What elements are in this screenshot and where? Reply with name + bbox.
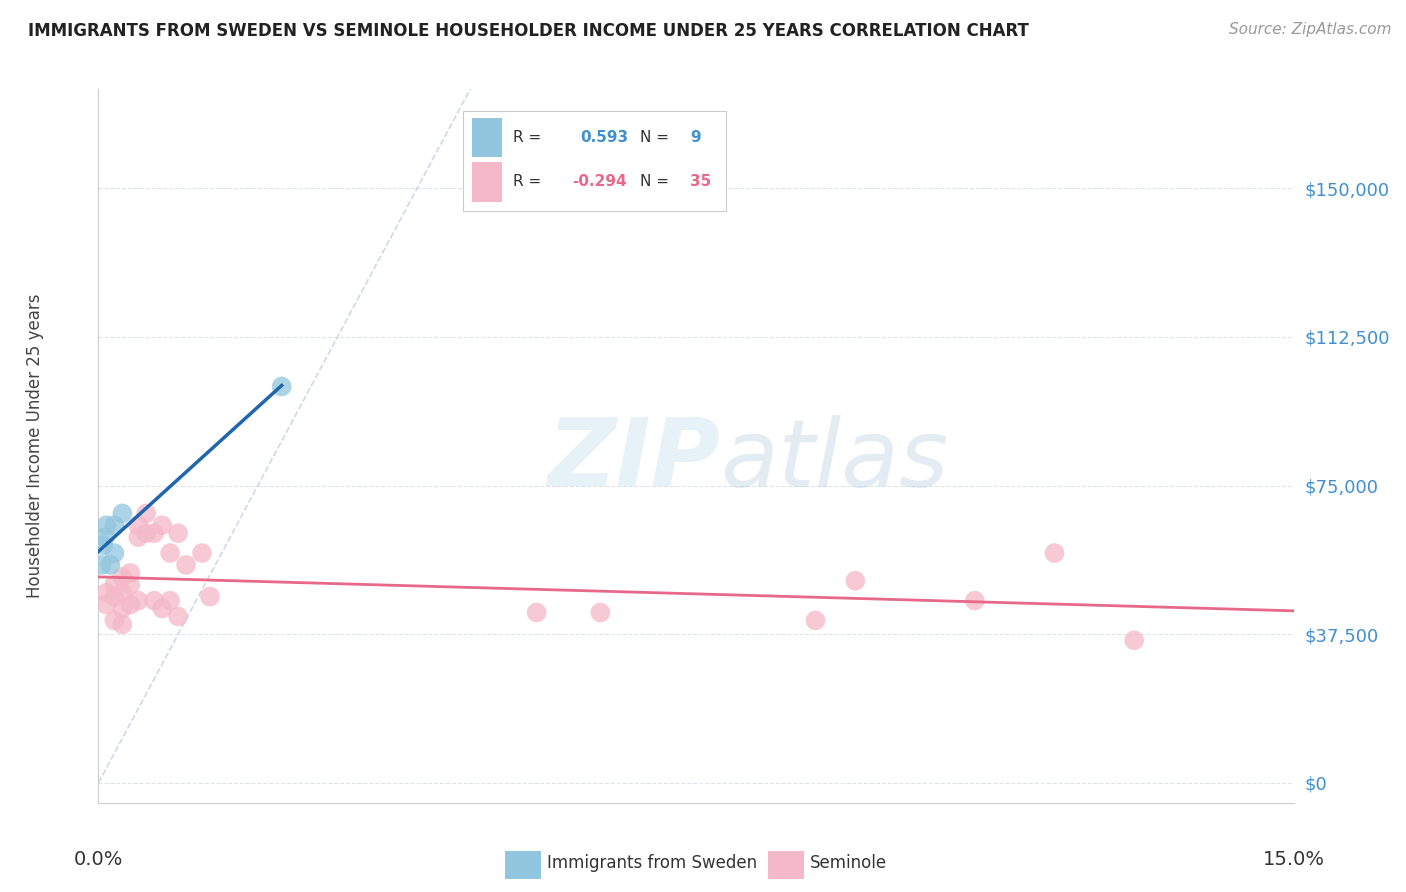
Point xyxy=(111,617,134,632)
Text: 0.0%: 0.0% xyxy=(73,850,124,870)
Point xyxy=(127,593,149,607)
Text: -0.294: -0.294 xyxy=(572,175,626,189)
Point xyxy=(103,546,125,560)
Point xyxy=(159,546,181,560)
Point xyxy=(111,585,134,599)
Point xyxy=(191,546,214,560)
Point xyxy=(963,593,986,607)
Point xyxy=(98,558,122,572)
Text: Source: ZipAtlas.com: Source: ZipAtlas.com xyxy=(1229,22,1392,37)
Text: R =: R = xyxy=(513,130,547,145)
Point xyxy=(135,526,157,541)
Text: R =: R = xyxy=(513,175,547,189)
Text: N =: N = xyxy=(640,175,673,189)
Text: Immigrants from Sweden: Immigrants from Sweden xyxy=(547,855,756,872)
Point xyxy=(103,614,125,628)
Point xyxy=(174,558,197,572)
Point xyxy=(143,593,166,607)
FancyBboxPatch shape xyxy=(768,851,804,880)
Text: ZIP: ZIP xyxy=(547,414,720,507)
Point xyxy=(150,601,173,615)
Text: Householder Income Under 25 years: Householder Income Under 25 years xyxy=(27,293,44,599)
FancyBboxPatch shape xyxy=(472,118,502,157)
Point xyxy=(96,518,118,533)
Text: IMMIGRANTS FROM SWEDEN VS SEMINOLE HOUSEHOLDER INCOME UNDER 25 YEARS CORRELATION: IMMIGRANTS FROM SWEDEN VS SEMINOLE HOUSE… xyxy=(28,22,1029,40)
Point xyxy=(1123,633,1146,648)
Point xyxy=(127,530,149,544)
Point xyxy=(103,518,125,533)
Text: atlas: atlas xyxy=(720,415,948,506)
Point xyxy=(804,614,827,628)
Point xyxy=(120,578,142,592)
Point xyxy=(127,518,149,533)
Point xyxy=(90,558,112,572)
Point xyxy=(143,526,166,541)
Point xyxy=(589,606,612,620)
Text: 35: 35 xyxy=(690,175,711,189)
Point xyxy=(103,590,125,604)
Point xyxy=(94,530,117,544)
FancyBboxPatch shape xyxy=(505,851,540,880)
Point xyxy=(91,538,114,552)
FancyBboxPatch shape xyxy=(472,162,502,202)
Point xyxy=(111,601,134,615)
Point xyxy=(103,578,125,592)
Point xyxy=(120,598,142,612)
Point xyxy=(526,606,548,620)
Text: N =: N = xyxy=(640,130,673,145)
Text: 9: 9 xyxy=(690,130,700,145)
Text: 0.593: 0.593 xyxy=(581,130,628,145)
Text: 15.0%: 15.0% xyxy=(1263,850,1324,870)
Point xyxy=(135,507,157,521)
Point xyxy=(167,609,190,624)
Point xyxy=(270,379,292,393)
Point xyxy=(159,593,181,607)
Point xyxy=(1043,546,1066,560)
Point xyxy=(167,526,190,541)
Point xyxy=(120,566,142,580)
Point xyxy=(198,590,221,604)
Point xyxy=(844,574,866,588)
Text: Seminole: Seminole xyxy=(810,855,887,872)
Point xyxy=(111,570,134,584)
FancyBboxPatch shape xyxy=(463,111,725,211)
Point xyxy=(150,518,173,533)
Point xyxy=(96,585,118,599)
Point xyxy=(111,507,134,521)
Point xyxy=(96,598,118,612)
